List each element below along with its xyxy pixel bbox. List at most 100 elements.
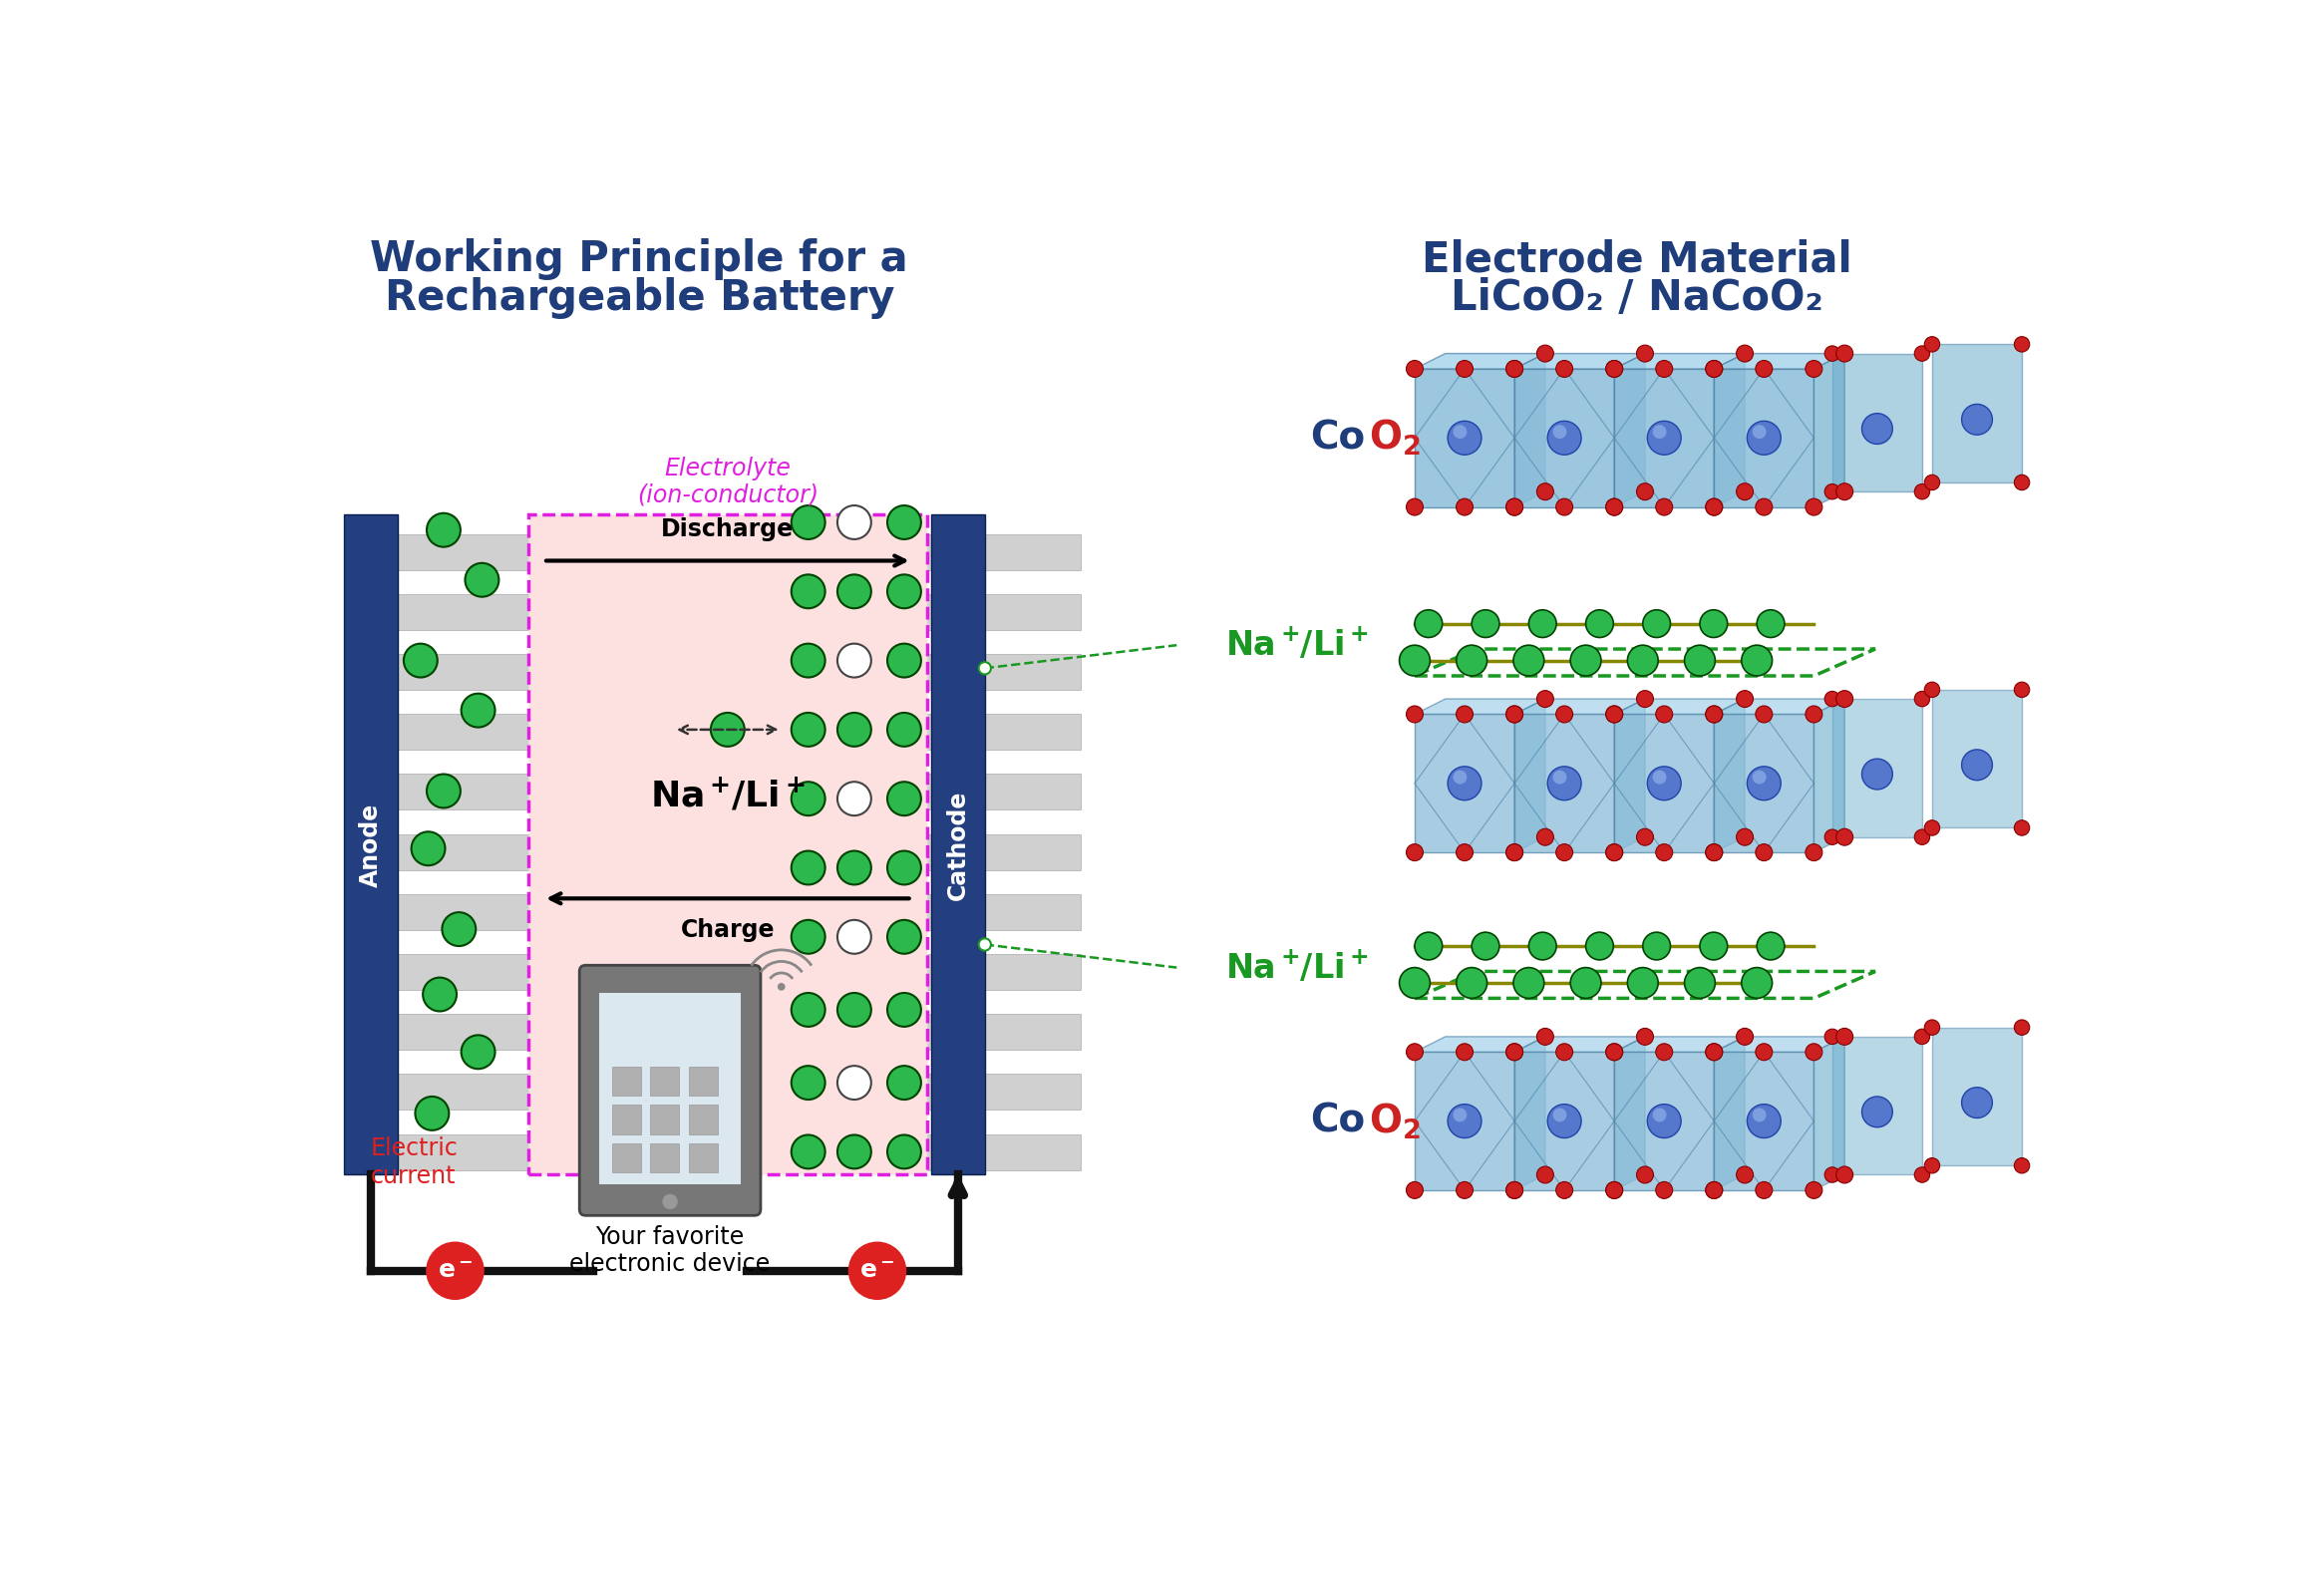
Circle shape bbox=[1547, 1104, 1581, 1138]
Circle shape bbox=[1627, 645, 1657, 675]
FancyBboxPatch shape bbox=[579, 966, 761, 1216]
Polygon shape bbox=[1715, 699, 1745, 852]
Circle shape bbox=[1862, 758, 1892, 790]
Circle shape bbox=[1685, 645, 1715, 675]
Polygon shape bbox=[1614, 369, 1715, 508]
Polygon shape bbox=[1715, 1037, 1745, 1191]
Circle shape bbox=[887, 993, 922, 1026]
Circle shape bbox=[1528, 610, 1556, 637]
Circle shape bbox=[2015, 1159, 2031, 1173]
Circle shape bbox=[1805, 1181, 1823, 1199]
Circle shape bbox=[1653, 1108, 1667, 1122]
Circle shape bbox=[1736, 345, 1754, 362]
Circle shape bbox=[1805, 361, 1823, 377]
Circle shape bbox=[1471, 932, 1498, 959]
Circle shape bbox=[1756, 610, 1784, 637]
Circle shape bbox=[1747, 421, 1782, 455]
Polygon shape bbox=[1832, 699, 1922, 836]
Circle shape bbox=[1556, 1044, 1572, 1060]
Text: Electrode Material: Electrode Material bbox=[1422, 238, 1853, 281]
Text: Discharge: Discharge bbox=[662, 517, 793, 541]
Circle shape bbox=[1925, 1159, 1941, 1173]
Circle shape bbox=[1607, 361, 1623, 377]
Circle shape bbox=[887, 851, 922, 884]
Circle shape bbox=[1607, 498, 1623, 516]
Circle shape bbox=[2015, 1020, 2031, 1036]
Circle shape bbox=[2015, 337, 2031, 353]
Text: Electric
current: Electric current bbox=[371, 1136, 459, 1187]
Circle shape bbox=[791, 851, 825, 884]
Circle shape bbox=[662, 1194, 678, 1210]
Circle shape bbox=[1607, 1181, 1623, 1199]
Circle shape bbox=[1925, 820, 1941, 836]
Bar bbox=[931, 514, 984, 1175]
Bar bbox=[927, 594, 1081, 630]
Circle shape bbox=[1448, 421, 1482, 455]
Circle shape bbox=[837, 993, 871, 1026]
Circle shape bbox=[1607, 1044, 1623, 1060]
Bar bbox=[396, 594, 574, 630]
Polygon shape bbox=[1514, 699, 1544, 852]
Bar bbox=[927, 835, 1081, 870]
Circle shape bbox=[837, 713, 871, 747]
Circle shape bbox=[980, 938, 991, 951]
Polygon shape bbox=[1715, 353, 1844, 369]
Circle shape bbox=[1607, 1044, 1623, 1060]
Circle shape bbox=[1607, 705, 1623, 723]
Bar bbox=[611, 1143, 641, 1173]
Polygon shape bbox=[1932, 1028, 2021, 1165]
Polygon shape bbox=[1415, 699, 1544, 715]
Circle shape bbox=[1706, 844, 1722, 860]
Circle shape bbox=[1756, 1181, 1773, 1199]
Circle shape bbox=[1457, 645, 1487, 675]
Bar bbox=[396, 774, 574, 809]
Circle shape bbox=[1457, 1044, 1473, 1060]
Circle shape bbox=[1648, 421, 1680, 455]
Text: Charge: Charge bbox=[680, 918, 774, 942]
Circle shape bbox=[1655, 361, 1673, 377]
Text: $\mathbf{e^-}$: $\mathbf{e^-}$ bbox=[860, 1259, 894, 1283]
Circle shape bbox=[1643, 932, 1671, 959]
Circle shape bbox=[1747, 1104, 1782, 1138]
Circle shape bbox=[1556, 498, 1572, 516]
Circle shape bbox=[1457, 967, 1487, 998]
Circle shape bbox=[461, 694, 496, 728]
Circle shape bbox=[1655, 498, 1673, 516]
Circle shape bbox=[426, 774, 461, 808]
Polygon shape bbox=[1614, 1052, 1715, 1191]
Polygon shape bbox=[1715, 699, 1844, 715]
Polygon shape bbox=[1614, 353, 1745, 369]
Polygon shape bbox=[1614, 699, 1745, 715]
Text: LiCoO₂ / NaCoO₂: LiCoO₂ / NaCoO₂ bbox=[1452, 276, 1823, 319]
Circle shape bbox=[1837, 345, 1853, 362]
Circle shape bbox=[1505, 498, 1524, 516]
Polygon shape bbox=[1614, 1037, 1745, 1052]
Circle shape bbox=[1805, 844, 1823, 860]
Circle shape bbox=[837, 782, 871, 816]
Circle shape bbox=[1685, 967, 1715, 998]
Polygon shape bbox=[1514, 699, 1646, 715]
Circle shape bbox=[887, 919, 922, 954]
Circle shape bbox=[1837, 691, 1853, 707]
Circle shape bbox=[1505, 498, 1524, 516]
Bar bbox=[396, 654, 574, 689]
Circle shape bbox=[777, 983, 786, 991]
Circle shape bbox=[1756, 705, 1773, 723]
Circle shape bbox=[415, 1096, 449, 1130]
Bar bbox=[689, 1066, 717, 1096]
Circle shape bbox=[1637, 828, 1653, 846]
Text: $\mathbf{e^-}$: $\mathbf{e^-}$ bbox=[438, 1259, 473, 1283]
Circle shape bbox=[1452, 771, 1466, 784]
Text: $\mathbf{O_2}$: $\mathbf{O_2}$ bbox=[1369, 418, 1420, 458]
Circle shape bbox=[1457, 844, 1473, 860]
Circle shape bbox=[1756, 361, 1773, 377]
Circle shape bbox=[1648, 1104, 1680, 1138]
Bar bbox=[599, 993, 740, 1184]
Circle shape bbox=[1743, 645, 1773, 675]
Bar bbox=[528, 514, 927, 1175]
Bar bbox=[396, 1074, 574, 1109]
Circle shape bbox=[1915, 484, 1929, 500]
Circle shape bbox=[887, 1135, 922, 1168]
Circle shape bbox=[1505, 361, 1524, 377]
Bar bbox=[927, 535, 1081, 570]
